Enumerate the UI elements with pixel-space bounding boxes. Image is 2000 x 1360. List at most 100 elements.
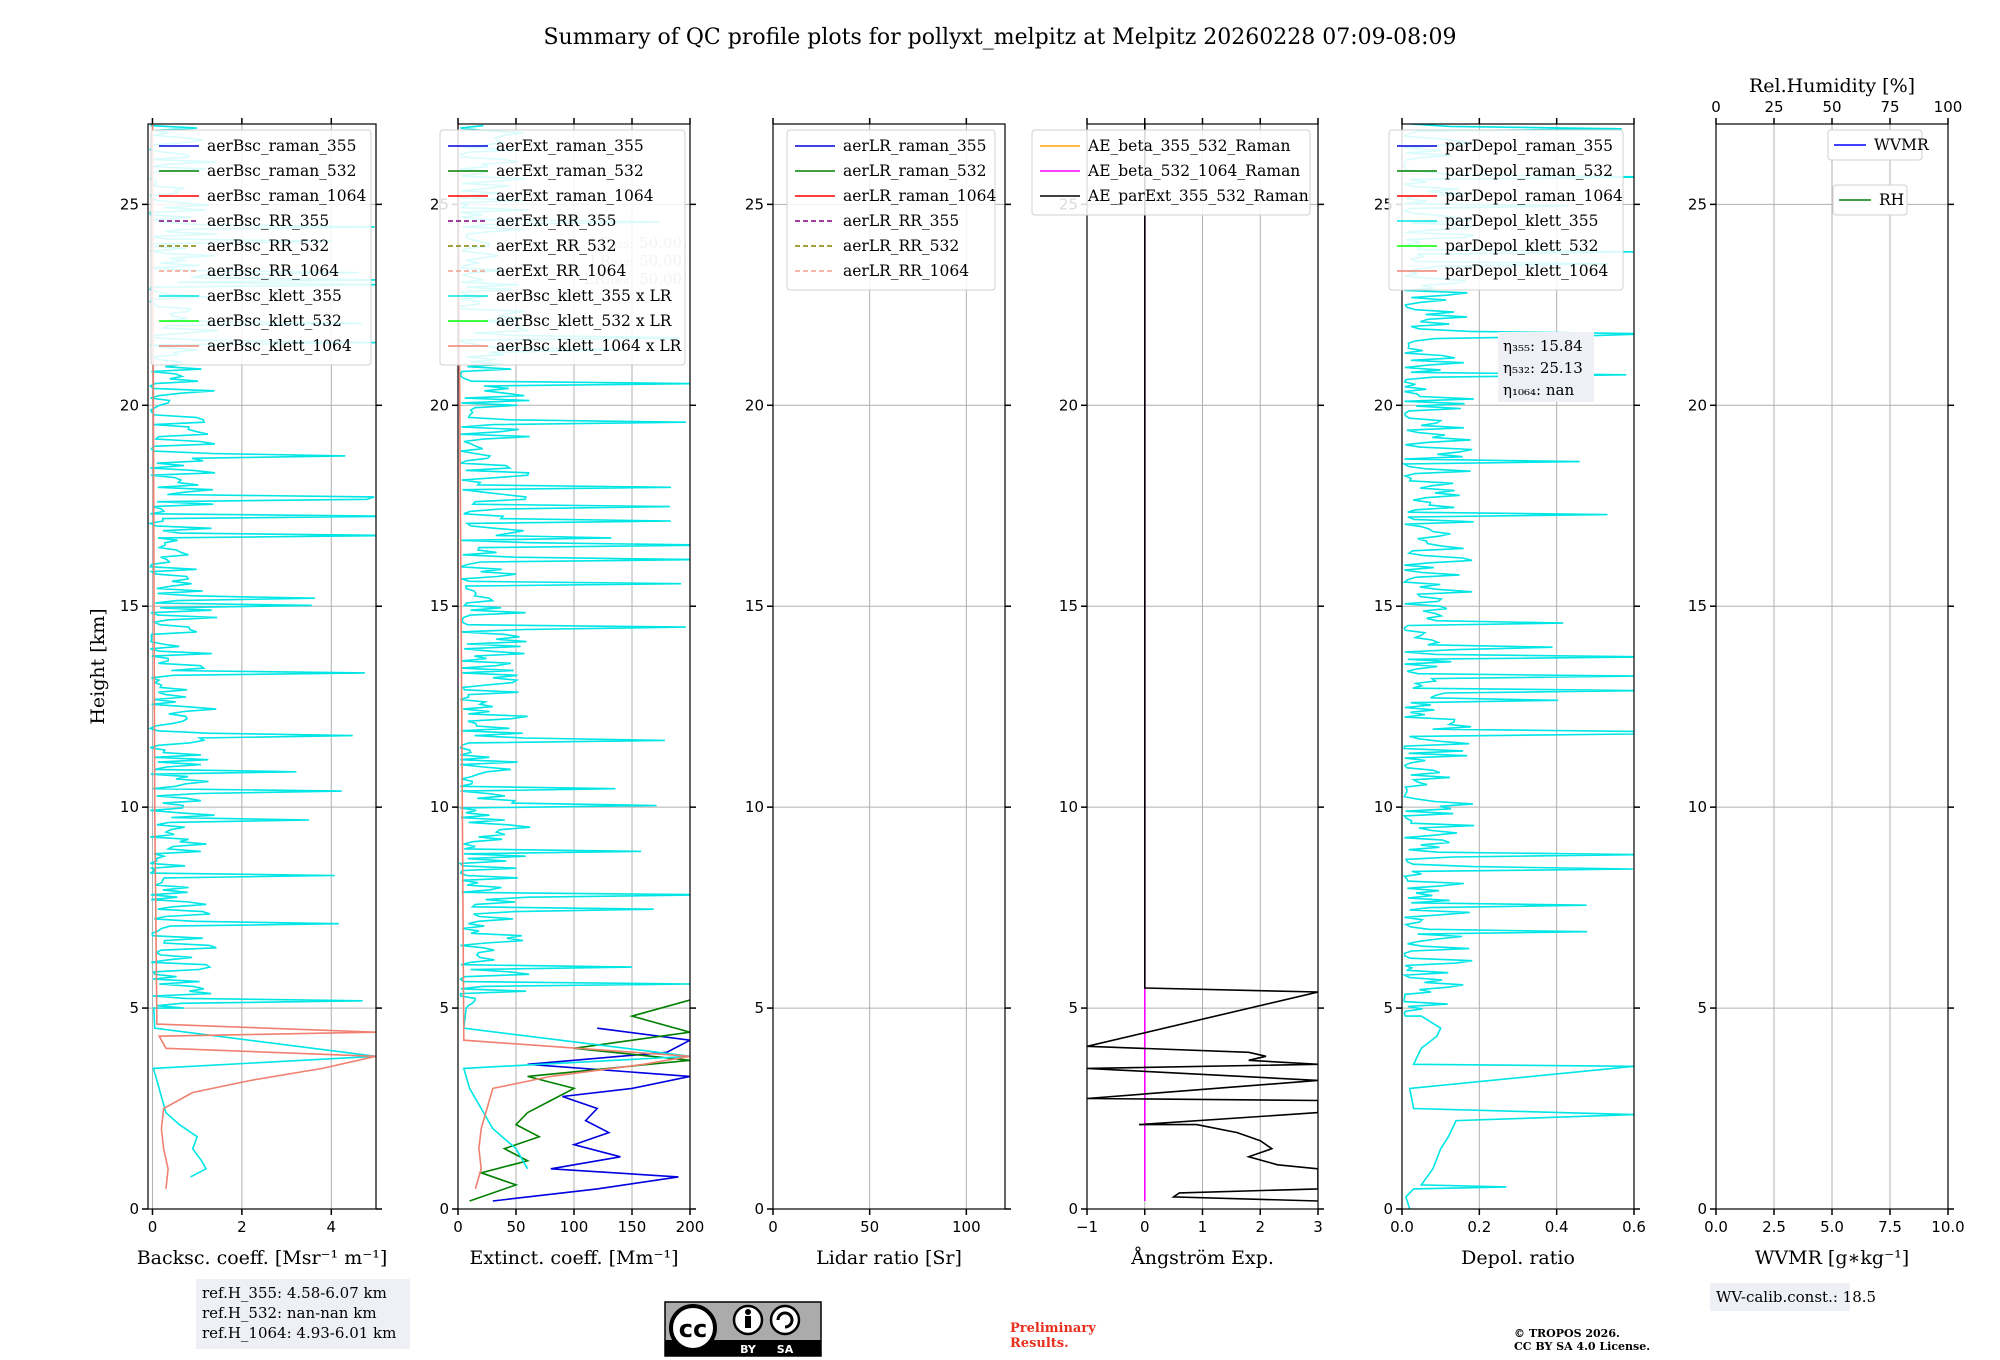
legend-entry: AE_beta_355_532_Raman: [1087, 137, 1290, 155]
legend-entry: aerExt_raman_1064: [496, 187, 654, 205]
axes-frame: [772, 123, 1006, 1210]
x-tick-label: 7.5: [1878, 1218, 1902, 1236]
legend-box: [150, 129, 372, 366]
eta-box: [1498, 332, 1594, 402]
x-tick-label: 50: [860, 1218, 879, 1236]
series-line-aerBsc_klett_1064 x LR: [458, 124, 690, 1190]
panel-angstrom: −101230510152025Ångström Exp.AE_beta_355…: [1031, 118, 1324, 1269]
cc-sa-label: SA: [777, 1343, 794, 1356]
y-tick-label: 15: [1059, 597, 1078, 615]
axes-frame: [147, 123, 377, 1210]
legend-entry: parDepol_klett_1064: [1445, 262, 1608, 280]
legend-box: [786, 129, 996, 291]
y-tick-label: 15: [120, 597, 139, 615]
x-tick-label: 150: [618, 1218, 647, 1236]
x-tick-label: 0.4: [1545, 1218, 1569, 1236]
eta-value: η₃₅₅: 15.84: [1503, 337, 1583, 355]
legend-entry: aerBsc_raman_1064: [207, 187, 367, 205]
legend-entry: aerExt_RR_532: [496, 237, 617, 255]
share-alike-icon: [776, 1311, 794, 1329]
y-tick-label: 0: [129, 1200, 139, 1218]
legend-entry: aerBsc_klett_355: [207, 287, 342, 305]
legend-entry: aerBsc_klett_1064 x LR: [496, 337, 683, 355]
x-tick-label: 10.0: [1931, 1218, 1964, 1236]
panel-lidar_ratio: 0 50 100 0 5 10 15 20 25 Lidar ratio [Sr] aerLR_ra…: [745, 118, 1011, 1269]
series-line-aerExt_raman_532: [469, 999, 690, 1202]
y-tick-label: 20: [1374, 396, 1393, 414]
series-line-aerBsc_klett_1064: [151, 124, 376, 1189]
legend-entry: parDepol_raman_1064: [1445, 187, 1623, 205]
legend-entry: aerExt_RR_355: [496, 212, 617, 230]
legend-entry: aerBsc_raman_355: [207, 137, 357, 155]
x-axis-label: Lidar ratio [Sr]: [816, 1247, 962, 1269]
x-tick-label: −1: [1076, 1218, 1098, 1236]
legend-entry: aerBsc_RR_532: [207, 237, 329, 255]
top-x-tick-label: 50: [1822, 98, 1841, 116]
y-tick-label: 5: [1383, 999, 1393, 1017]
x-tick-label: 200: [676, 1218, 705, 1236]
legend-entry: aerExt_raman_355: [496, 137, 644, 155]
x-tick-label: 3: [1313, 1218, 1323, 1236]
y-tick-label: 10: [1059, 798, 1078, 816]
legend-entry: parDepol_klett_355: [1445, 212, 1598, 230]
x-tick-label: 4: [327, 1218, 337, 1236]
y-tick-label: 20: [430, 396, 449, 414]
legend-box: [1827, 129, 1923, 161]
refh-line-355: ref.H_355: 4.58-6.07 km: [202, 1284, 387, 1302]
y-axis-label: Height [km]: [87, 608, 109, 724]
x-tick-label: 0.6: [1622, 1218, 1646, 1236]
y-tick-label: 15: [1688, 597, 1707, 615]
copyright-line-1: © TROPOS 2026.: [1514, 1327, 1620, 1340]
preliminary-line-2: Results.: [1010, 1336, 1069, 1351]
legend-entry: parDepol_raman_355: [1445, 137, 1613, 155]
cc-by-sa-badge: cc BY SA: [664, 1301, 822, 1357]
y-tick-label: 25: [1374, 195, 1393, 213]
legend-entry: aerLR_raman_355: [843, 137, 986, 155]
axes-frame: [1401, 123, 1635, 1210]
top-x-tick-label: 100: [1934, 98, 1963, 116]
copyright-line-2: CC BY SA 4.0 License.: [1514, 1340, 1650, 1353]
x-tick-label: 5.0: [1820, 1218, 1844, 1236]
y-tick-label: 25: [1688, 195, 1707, 213]
panel-backscatter: 0 2 4 0 5 10 15 20 25 Backsc. coeff. [Msr⁻¹ m⁻¹] a…: [87, 118, 387, 1269]
legend-entry: aerBsc_RR_355: [207, 212, 329, 230]
top-x-tick-label: 0: [1711, 98, 1721, 116]
legend-entry: aerBsc_raman_532: [207, 162, 357, 180]
legend-box: [1031, 129, 1311, 216]
y-tick-label: 5: [754, 999, 764, 1017]
y-tick-label: 10: [430, 798, 449, 816]
y-tick-label: 5: [1697, 999, 1707, 1017]
y-tick-label: 25: [745, 195, 764, 213]
legend-entry: aerBsc_RR_1064: [207, 262, 339, 280]
x-tick-label: 1: [1198, 1218, 1208, 1236]
legend-entry: AE_parExt_355_532_Raman: [1087, 187, 1309, 205]
x-tick-label: 0: [768, 1218, 778, 1236]
series-line-aerExt_raman_355: [492, 1027, 690, 1202]
x-tick-label: 2: [1255, 1218, 1265, 1236]
y-tick-label: 0: [439, 1200, 449, 1218]
legend-entry: aerLR_RR_1064: [843, 262, 969, 280]
panel-wv_rh: 0.0 2.5 5.0 7.5 10.0 0 5 10 15 20 25 WVMR [g∗kg⁻¹] 0…: [1688, 75, 1965, 1269]
legend-entry: aerLR_RR_355: [843, 212, 959, 230]
legend-entry: aerBsc_klett_532: [207, 312, 342, 330]
y-tick-label: 0: [1383, 1200, 1393, 1218]
y-tick-label: 0: [1697, 1200, 1707, 1218]
y-tick-label: 5: [1068, 999, 1078, 1017]
legend-entry: parDepol_klett_532: [1445, 237, 1598, 255]
legend-entry: parDepol_raman_532: [1445, 162, 1613, 180]
y-tick-label: 10: [745, 798, 764, 816]
x-tick-label: 2.5: [1762, 1218, 1786, 1236]
x-tick-label: 50: [506, 1218, 525, 1236]
refh-line-532: ref.H_532: nan-nan km: [202, 1304, 377, 1322]
top-x-axis-label: Rel.Humidity [%]: [1749, 75, 1915, 97]
y-tick-label: 0: [1068, 1200, 1078, 1218]
x-axis-label: Extinct. coeff. [Mm⁻¹]: [469, 1247, 678, 1269]
legend-entry: aerLR_raman_1064: [843, 187, 996, 205]
legend-entry: aerLR_RR_532: [843, 237, 959, 255]
y-tick-label: 25: [120, 195, 139, 213]
series-line-AE_parExt_355_532_Raman: [1087, 124, 1318, 1202]
y-tick-label: 10: [120, 798, 139, 816]
y-tick-label: 5: [439, 999, 449, 1017]
legend-entry: aerExt_RR_1064: [496, 262, 627, 280]
